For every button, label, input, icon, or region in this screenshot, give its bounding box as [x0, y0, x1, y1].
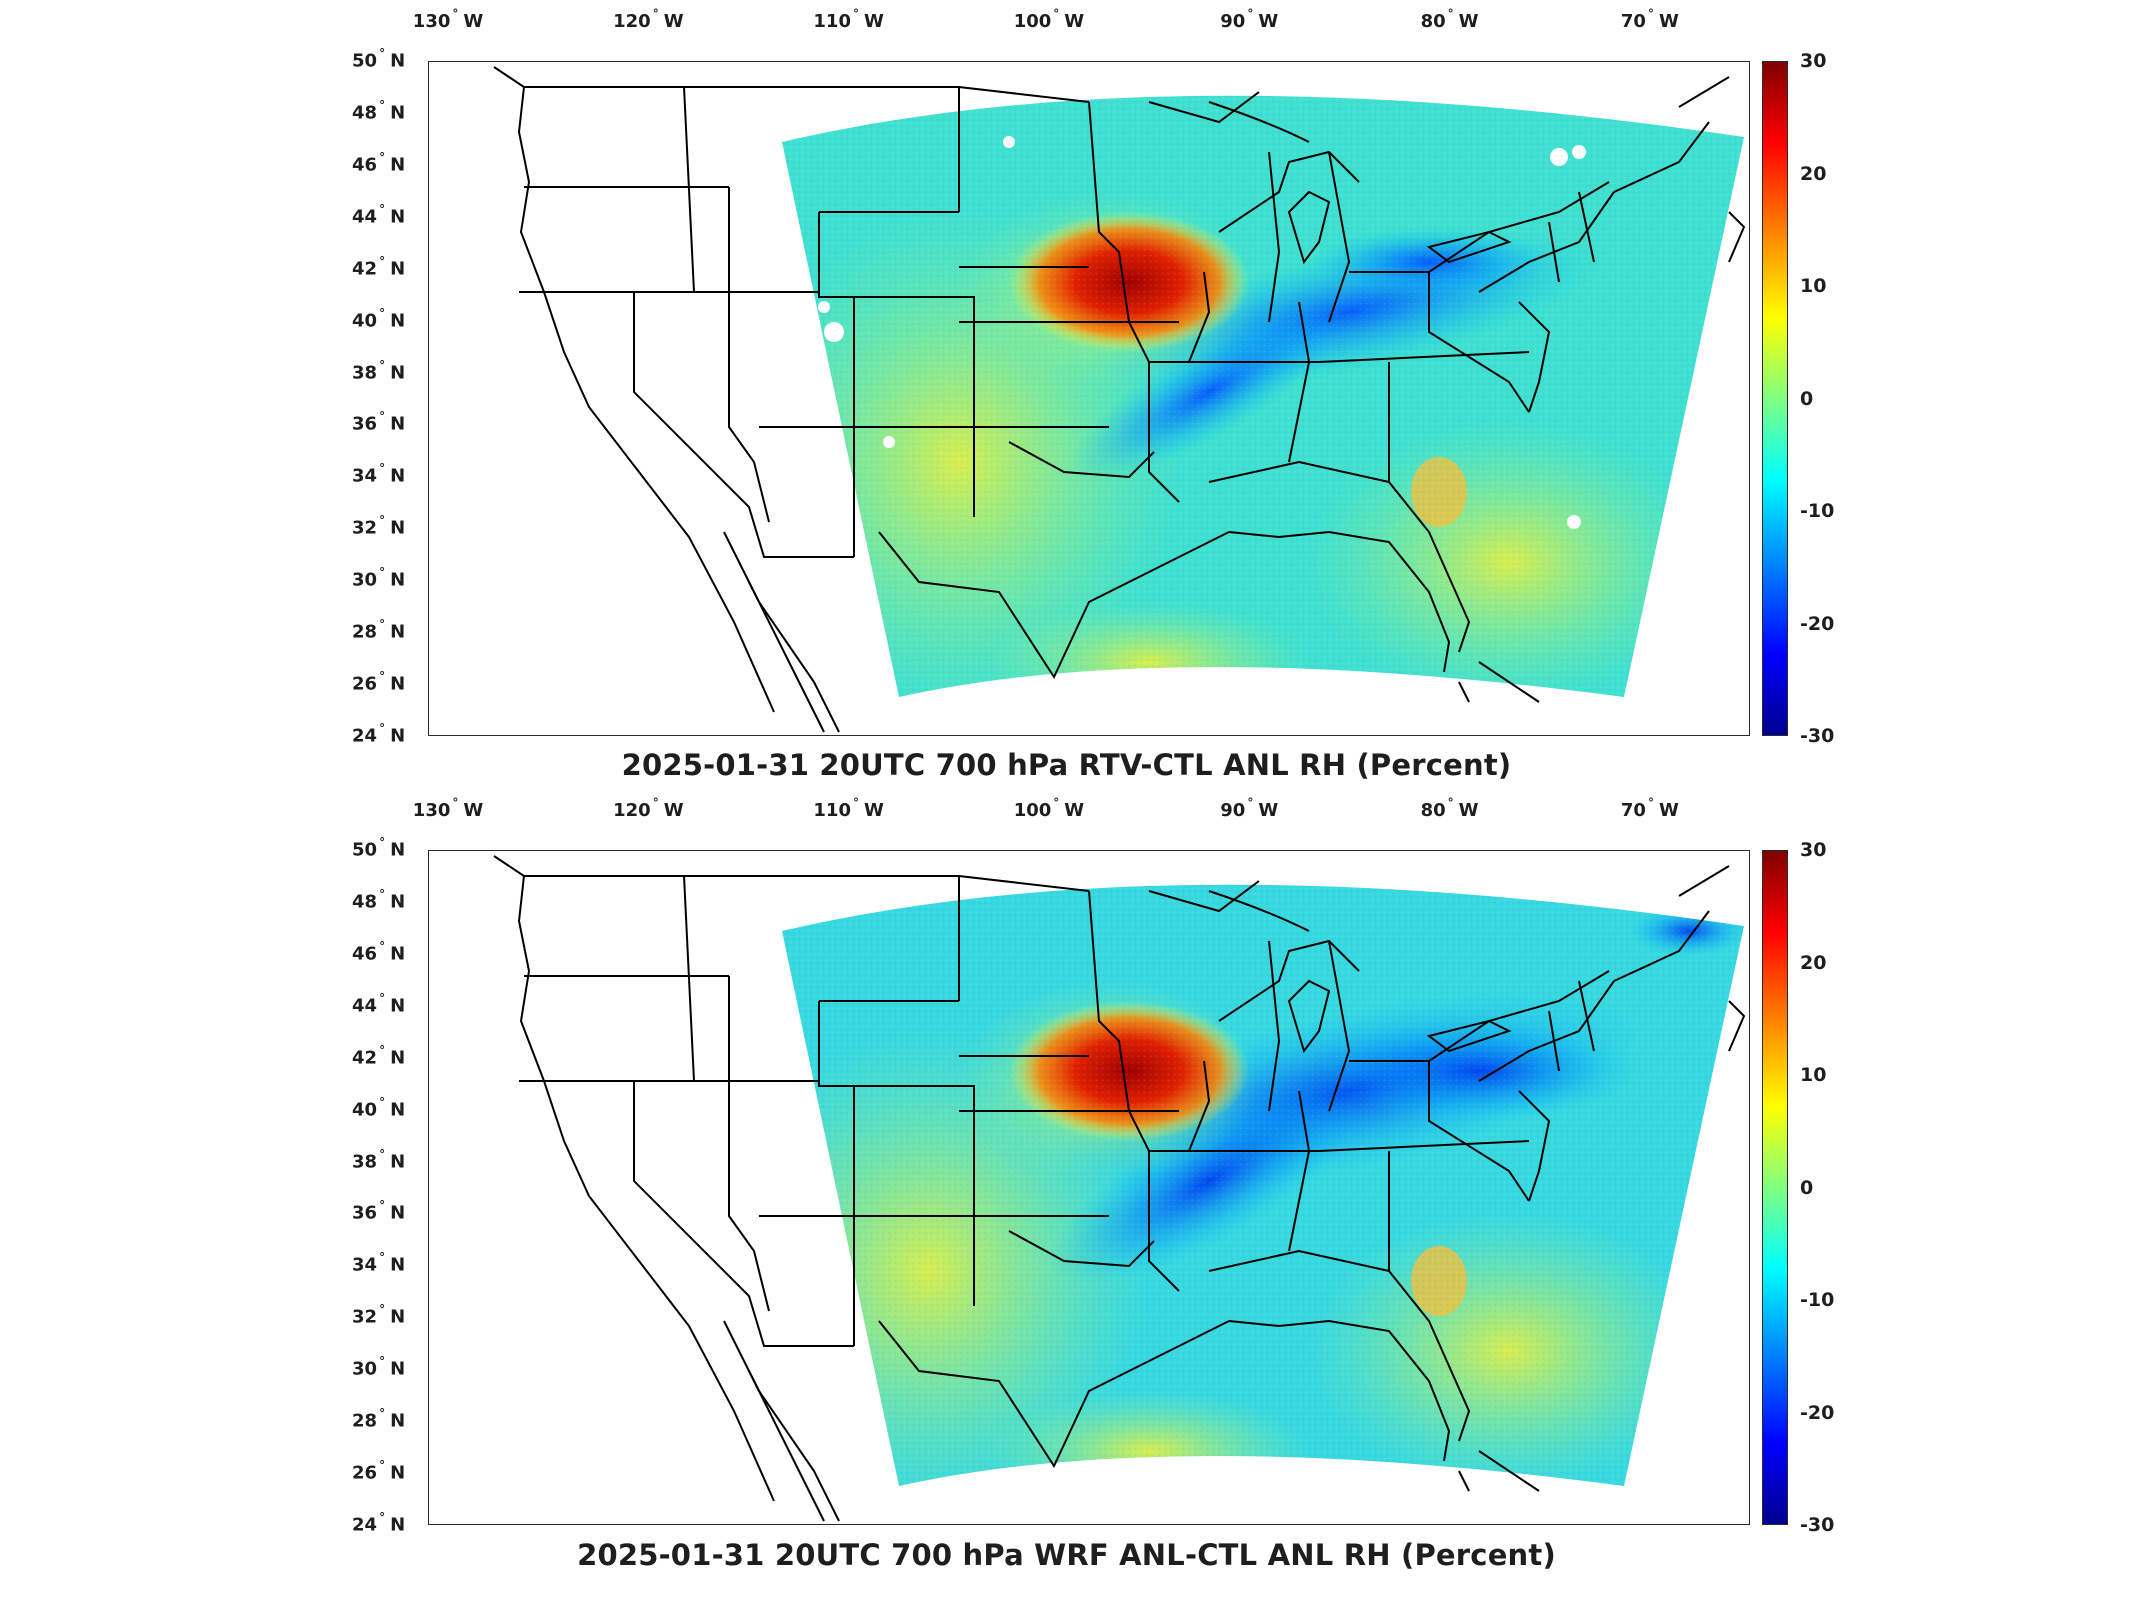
- lat-tick-label: 24 ° N: [352, 721, 406, 747]
- colorbar-tick-label: 20: [1800, 162, 1827, 185]
- lon-tick-label: 90 ° W: [1220, 7, 1279, 32]
- lat-tick-label: 36 ° N: [352, 1198, 406, 1224]
- lat-tick-label: 44 ° N: [352, 991, 406, 1017]
- colorbar-tick-label: 0: [1800, 1176, 1814, 1199]
- lat-tick-label: 44 ° N: [352, 202, 406, 228]
- lon-tick-label: 120 ° W: [613, 7, 684, 32]
- lat-tick-label: 32 ° N: [352, 1302, 406, 1328]
- lat-tick-label: 40 ° N: [352, 1095, 406, 1121]
- lat-tick-label: 50 ° N: [352, 46, 406, 72]
- lat-tick-label: 32 ° N: [352, 513, 406, 539]
- lat-tick-label: 34 ° N: [352, 461, 406, 487]
- lat-tick-label: 42 ° N: [352, 1043, 406, 1069]
- colorbar-tick-label: -30: [1800, 725, 1835, 747]
- map-svg: [493, 66, 1746, 733]
- lat-tick-label: 38 ° N: [352, 358, 406, 384]
- lon-tick-label: 130 ° W: [412, 796, 484, 821]
- map-panel-bottom: 130 ° W 120 ° W 110 ° W 100 ° W 90 ° W 80 ° W 70 ° W 50 ° N 48 °…: [0, 790, 2133, 1600]
- lat-tick-label: 40 ° N: [352, 306, 406, 332]
- lat-tick-label: 36 ° N: [352, 409, 406, 435]
- lat-tick-label: 24 ° N: [352, 1510, 406, 1536]
- political-boundaries: [493, 66, 1746, 733]
- lon-tick-label: 90 ° W: [1220, 796, 1279, 821]
- colorbar-tick-label: 30: [1800, 50, 1827, 72]
- colorbar-tick-label: -10: [1800, 500, 1835, 522]
- map-svg: [493, 855, 1746, 1522]
- lon-tick-label: 80 ° W: [1420, 7, 1479, 32]
- lat-tick-label: 30 ° N: [352, 1354, 406, 1380]
- political-boundaries: [493, 855, 1746, 1522]
- colorbar: [1762, 61, 1788, 736]
- lat-tick-label: 42 ° N: [352, 254, 406, 280]
- colorbar-tick-label: 10: [1800, 1064, 1827, 1086]
- lat-tick-label: 48 ° N: [352, 98, 406, 124]
- colorbar-tick-label: 10: [1800, 275, 1827, 297]
- colorbar-tick-label: 20: [1800, 951, 1827, 974]
- lat-tick-label: 48 ° N: [352, 887, 406, 913]
- map-panel-top: 130 ° W 120 ° W 110 ° W 100 ° W 90 ° W 80 ° W 70 ° W 50 ° N 48 °…: [0, 0, 2133, 790]
- rh-difference-field: [782, 884, 1744, 1486]
- plot-title: 2025-01-31 20UTC 700 hPa WRF ANL-CTL ANL…: [577, 1538, 1556, 1572]
- colorbar-tick-label: -20: [1800, 1401, 1835, 1424]
- plot-title: 2025-01-31 20UTC 700 hPa RTV-CTL ANL RH …: [621, 748, 1512, 782]
- lat-tick-label: 38 ° N: [352, 1147, 406, 1173]
- lat-tick-label: 46 ° N: [352, 150, 406, 176]
- lat-tick-label: 30 ° N: [352, 565, 406, 591]
- rh-difference-field: [782, 95, 1744, 697]
- colorbar-tick-label: -10: [1800, 1289, 1835, 1311]
- map-plot-area: [428, 850, 1750, 1525]
- lat-tick-label: 34 ° N: [352, 1250, 406, 1276]
- lat-tick-label: 28 ° N: [352, 617, 406, 643]
- colorbar-tick-label: -30: [1800, 1514, 1835, 1536]
- lat-tick-label: 26 ° N: [352, 669, 406, 695]
- colorbar-tick-label: -20: [1800, 612, 1835, 635]
- lat-tick-label: 28 ° N: [352, 1406, 406, 1432]
- lon-tick-label: 80 ° W: [1420, 796, 1479, 821]
- lon-tick-label: 130 ° W: [412, 7, 484, 32]
- lon-tick-label: 100 ° W: [1013, 796, 1085, 821]
- lon-tick-label: 70 ° W: [1620, 7, 1679, 32]
- map-plot-area: [428, 61, 1750, 736]
- lon-tick-label: 70 ° W: [1620, 796, 1679, 821]
- colorbar-tick-label: 30: [1800, 839, 1827, 861]
- lon-tick-label: 120 ° W: [613, 796, 684, 821]
- lat-tick-label: 46 ° N: [352, 939, 406, 965]
- lat-tick-label: 50 ° N: [352, 835, 406, 861]
- lon-tick-label: 100 ° W: [1013, 7, 1085, 32]
- lon-tick-label: 110 ° W: [813, 796, 884, 821]
- lon-tick-label: 110 ° W: [813, 7, 884, 32]
- colorbar-tick-label: 0: [1800, 387, 1814, 410]
- lat-tick-label: 26 ° N: [352, 1458, 406, 1484]
- colorbar: [1762, 850, 1788, 1525]
